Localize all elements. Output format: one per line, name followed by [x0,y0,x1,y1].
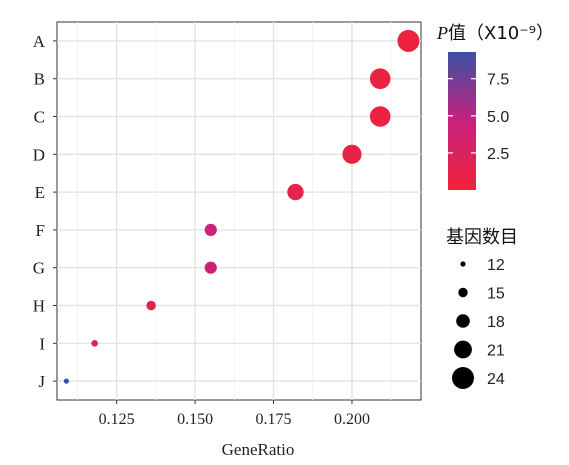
data-point-f [204,223,217,236]
data-point-a [397,29,420,52]
color-bar-ticks: 7.5 5.0 2.5 [448,72,509,163]
plot-panel [56,21,422,401]
data-point-b [369,68,391,89]
y-tick-label: D [33,145,45,164]
x-axis-ticks: 0.125 0.150 0.175 0.200 [99,400,370,428]
data-point-j [63,378,70,384]
data-point-h [146,300,156,311]
y-tick-label: B [34,70,45,89]
color-legend: P值（X10⁻⁹） 7.5 5.0 2.5 [436,23,554,190]
size-legend-label: 21 [487,343,505,360]
y-tick-label: F [36,221,45,240]
y-tick-label: C [34,108,45,127]
color-bar [448,52,476,190]
data-point-d [342,144,362,164]
color-bar-tick-label: 2.5 [487,146,509,163]
color-bar-tick-label: 5.0 [487,109,509,126]
data-point-c [369,106,391,127]
x-tick-label: 0.125 [99,411,135,428]
size-legend-dot [460,261,466,267]
size-legend-dot [456,314,470,328]
y-tick-label: I [39,334,45,353]
y-tick-label: A [33,32,46,51]
color-bar-tick-label: 7.5 [487,72,509,89]
color-legend-title-rest: 值（X10⁻⁹） [448,23,554,44]
size-legend: 基因数目 12 15 18 21 24 [446,227,518,389]
size-legend-label: 15 [487,286,505,303]
size-legend-label: 24 [487,371,505,388]
color-legend-title: P值（X10⁻⁹） [436,23,554,44]
color-legend-title-italic: P [436,23,448,43]
size-legend-dot [458,287,468,298]
data-points [63,29,420,384]
data-point-g [204,261,217,274]
size-legend-entries: 12 15 18 21 24 [452,257,505,389]
panel-border [56,21,422,401]
y-tick-label: J [38,372,45,391]
x-tick-label: 0.200 [334,411,370,428]
size-legend-dot [452,367,474,389]
x-axis-title: GeneRatio [222,440,295,459]
y-tick-label: H [33,297,45,316]
grid-lines [57,22,421,400]
y-tick-label: E [35,183,45,202]
data-point-i [91,340,98,347]
size-legend-label: 18 [487,314,505,331]
data-point-e [287,183,304,201]
size-legend-title: 基因数目 [446,227,518,248]
x-tick-label: 0.175 [256,411,292,428]
x-tick-label: 0.150 [177,411,213,428]
y-tick-label: G [33,259,45,278]
size-legend-label: 12 [487,257,505,274]
size-legend-dot [454,340,472,359]
